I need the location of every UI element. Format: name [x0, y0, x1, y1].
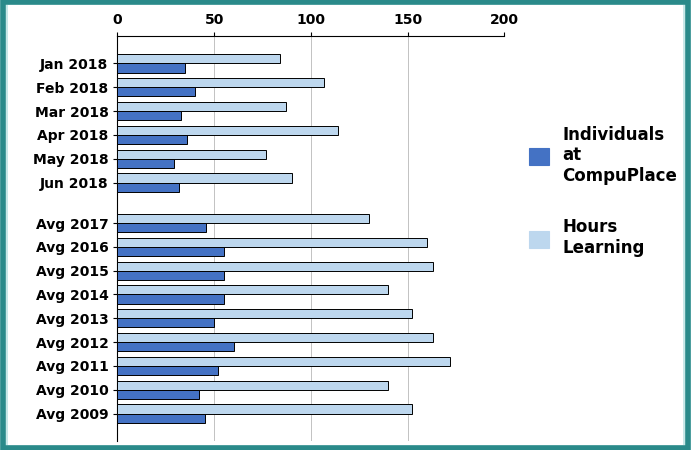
Legend: Individuals
at
CompuPlace, Hours
Learning: Individuals at CompuPlace, Hours Learnin… — [520, 117, 685, 266]
Bar — [117, 294, 224, 303]
Bar — [117, 333, 433, 342]
Bar — [117, 309, 412, 318]
Bar — [117, 174, 292, 183]
Bar — [117, 390, 199, 399]
Bar — [117, 183, 180, 192]
Bar — [117, 214, 369, 223]
Bar — [117, 54, 280, 63]
Bar — [117, 318, 214, 327]
Bar — [117, 63, 185, 72]
Bar — [117, 223, 207, 232]
Bar — [117, 87, 195, 96]
Bar — [117, 366, 218, 375]
Bar — [117, 238, 427, 247]
Bar — [117, 247, 224, 256]
Bar — [117, 126, 338, 135]
Bar — [117, 405, 412, 414]
Bar — [117, 102, 286, 111]
Bar — [117, 261, 433, 270]
Bar — [117, 135, 187, 144]
Bar — [117, 414, 205, 423]
Bar — [117, 381, 388, 390]
Bar — [117, 78, 325, 87]
Bar — [117, 342, 234, 351]
Bar — [117, 357, 451, 366]
Bar — [117, 159, 173, 168]
Bar — [117, 111, 181, 120]
Bar — [117, 150, 267, 159]
Bar — [117, 270, 224, 280]
Bar — [117, 285, 388, 294]
